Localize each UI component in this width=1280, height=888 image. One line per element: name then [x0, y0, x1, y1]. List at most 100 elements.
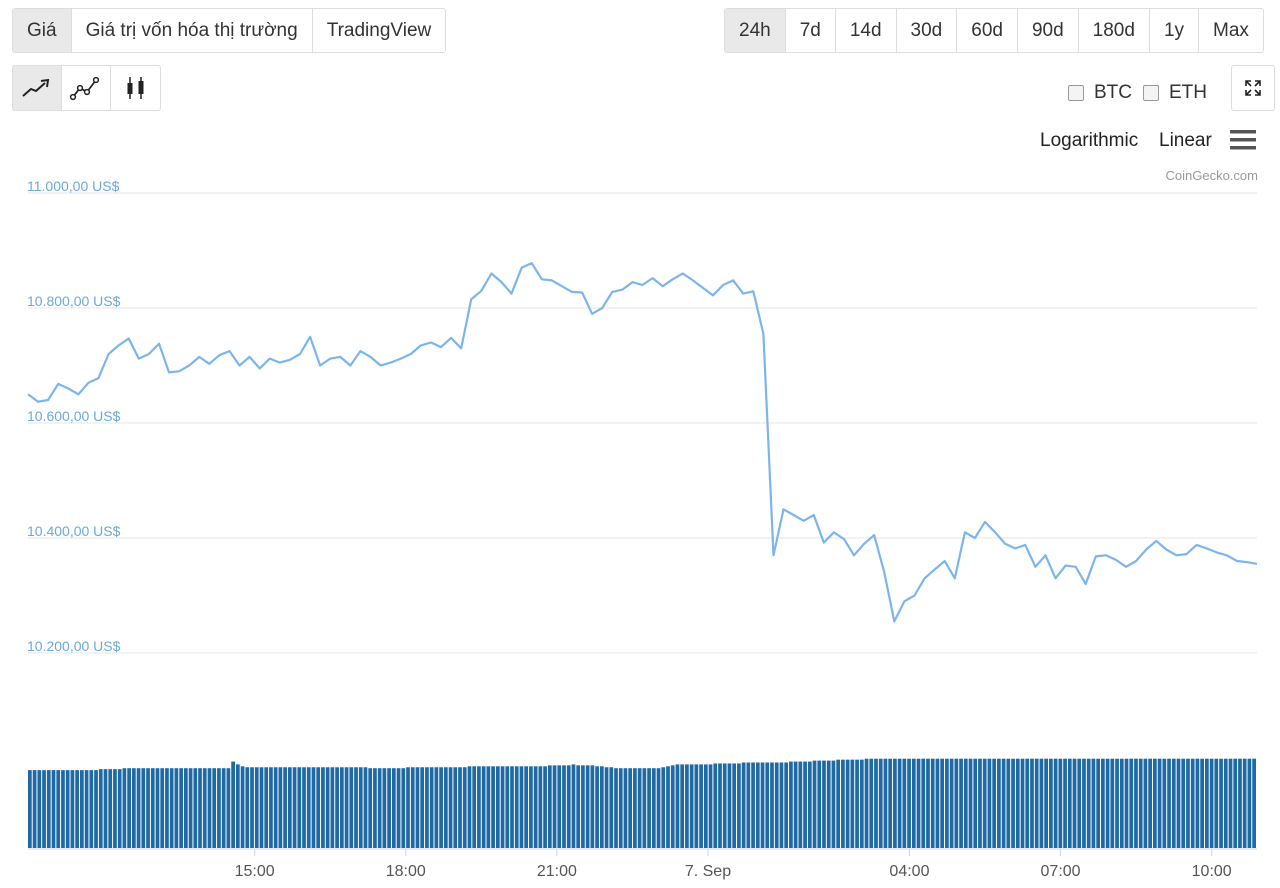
volume-bar	[576, 765, 581, 848]
volume-bar	[1025, 758, 1030, 848]
volume-bar	[1124, 758, 1129, 848]
volume-bar	[685, 764, 689, 848]
volume-bar	[122, 768, 127, 848]
volume-bar	[935, 758, 940, 848]
volume-bar	[741, 762, 746, 848]
volume-bar	[1242, 758, 1247, 848]
line-chart-button[interactable]	[13, 66, 62, 110]
volume-bar	[217, 768, 221, 848]
volume-bar	[245, 767, 250, 848]
volume-bar	[117, 769, 122, 848]
volume-bar	[836, 759, 841, 848]
volume-bar	[689, 764, 694, 848]
volume-bar	[70, 770, 75, 848]
checkbox-box	[1143, 85, 1159, 101]
y-tick-label: 11.000,00 US$	[27, 178, 120, 194]
volume-bar	[722, 763, 727, 848]
volume-bar	[1252, 758, 1256, 848]
volume-bar	[443, 767, 448, 848]
volume-bar	[637, 768, 642, 848]
volume-bar	[784, 762, 789, 848]
volume-bar	[883, 758, 888, 848]
tab-tradingview[interactable]: TradingView	[326, 19, 432, 41]
volume-bar	[822, 760, 826, 848]
volume-bar	[363, 767, 368, 848]
volume-bar	[306, 767, 311, 848]
volume-bar	[250, 767, 254, 848]
volume-bar	[434, 767, 439, 848]
volume-bar	[1143, 758, 1148, 848]
volume-bar	[1072, 758, 1077, 848]
volume-bar	[396, 768, 401, 848]
volume-bar	[746, 762, 751, 848]
volume-bar	[945, 758, 949, 848]
volume-bar	[590, 765, 595, 848]
volume-bar	[1190, 758, 1195, 848]
compare-eth-checkbox[interactable]: ETH	[1143, 82, 1207, 104]
volume-bar	[614, 768, 618, 848]
volume-bar	[562, 765, 566, 848]
volume-bar	[765, 762, 770, 848]
x-tick-label: 07:00	[1041, 863, 1081, 880]
line-markers-button[interactable]	[62, 66, 111, 110]
range-180d-button[interactable]: 180d	[1079, 9, 1150, 52]
compare-btc-checkbox[interactable]: BTC	[1068, 82, 1132, 104]
volume-bar	[585, 765, 590, 848]
volume-bar	[1030, 758, 1034, 848]
volume-bar	[916, 758, 921, 848]
volume-bar	[462, 767, 467, 848]
volume-bar	[807, 761, 812, 848]
volume-bar	[202, 768, 207, 848]
volume-bar	[1039, 758, 1044, 848]
volume-bar	[963, 758, 968, 848]
volume-bar	[954, 758, 959, 848]
volume-bar	[321, 767, 325, 848]
volume-bar	[349, 767, 354, 848]
volume-bar	[1162, 758, 1167, 848]
fullscreen-button[interactable]	[1231, 65, 1275, 111]
volume-bar	[661, 767, 666, 848]
volume-bar	[1153, 758, 1157, 848]
volume-bar	[481, 766, 486, 848]
tab-price[interactable]: Giá	[13, 9, 72, 52]
range-90d-button[interactable]: 90d	[1018, 9, 1079, 52]
range-1y-button[interactable]: 1y	[1150, 9, 1200, 52]
volume-bar	[311, 767, 316, 848]
volume-bar	[127, 768, 131, 848]
scale-linear-button[interactable]: Linear	[1159, 130, 1212, 151]
range-60d-button[interactable]: 60d	[957, 9, 1018, 52]
volume-bar	[699, 764, 703, 848]
tab-market-cap[interactable]: Giá trị vốn hóa thị trường	[72, 9, 313, 52]
volume-bar	[65, 770, 70, 848]
volume-bar	[897, 758, 902, 848]
range-max-button[interactable]: Max	[1213, 19, 1249, 41]
x-axis: 15:00 18:00 21:00 7. Sep 04:00 07:00 10:00	[28, 848, 1257, 880]
range-30d-button[interactable]: 30d	[897, 9, 958, 52]
volume-bar	[1011, 758, 1015, 848]
volume-bar	[628, 768, 633, 848]
volume-bar	[732, 763, 737, 848]
volume-bar	[28, 770, 32, 848]
volume-bar	[420, 767, 425, 848]
compare-eth-label: ETH	[1169, 82, 1207, 103]
volume-bar	[46, 770, 51, 848]
volume-bar	[491, 766, 495, 848]
volume-bars	[28, 758, 1256, 848]
scale-logarithmic-button[interactable]: Logarithmic	[1040, 130, 1139, 151]
volume-bar	[949, 758, 954, 848]
menu-icon[interactable]	[1230, 130, 1256, 150]
volume-bar	[921, 758, 926, 848]
range-7d-button[interactable]: 7d	[786, 9, 836, 52]
volume-bar	[373, 768, 377, 848]
volume-bar	[708, 764, 713, 848]
volume-bar	[51, 770, 56, 848]
candlestick-button[interactable]	[111, 66, 160, 110]
volume-bar	[859, 759, 864, 848]
range-24h-button[interactable]: 24h	[725, 9, 786, 52]
range-14d-button[interactable]: 14d	[836, 9, 897, 52]
volume-bar	[727, 763, 732, 848]
volume-bar	[973, 758, 978, 848]
volume-bar	[670, 765, 675, 848]
volume-bar	[198, 768, 202, 848]
volume-bar	[226, 768, 231, 848]
